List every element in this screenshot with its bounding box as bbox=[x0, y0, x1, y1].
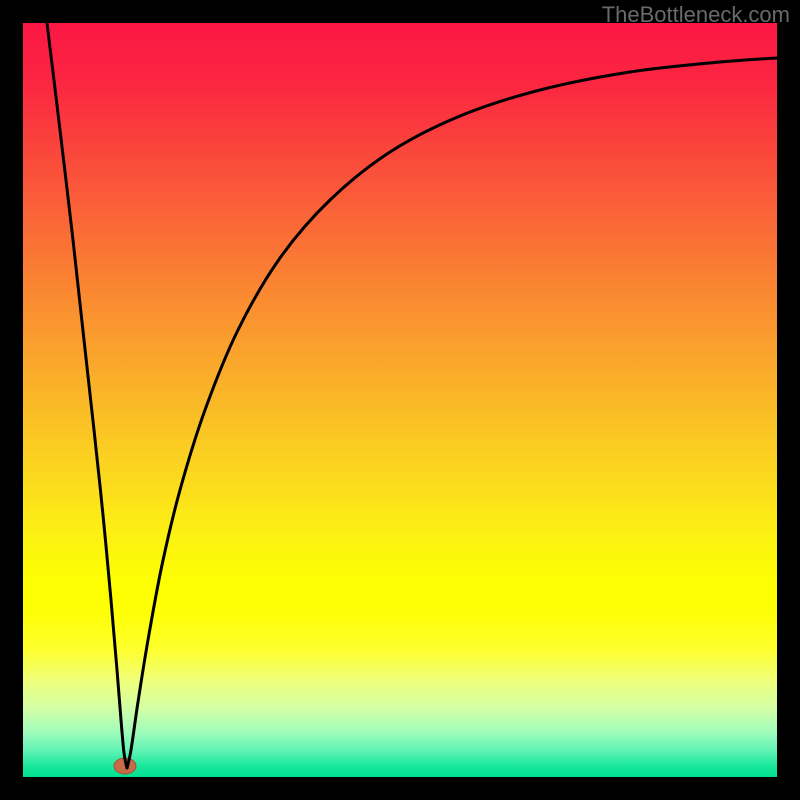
gradient-background bbox=[23, 23, 777, 777]
watermark-text: TheBottleneck.com bbox=[602, 2, 790, 28]
bottleneck-chart: TheBottleneck.com bbox=[0, 0, 800, 800]
